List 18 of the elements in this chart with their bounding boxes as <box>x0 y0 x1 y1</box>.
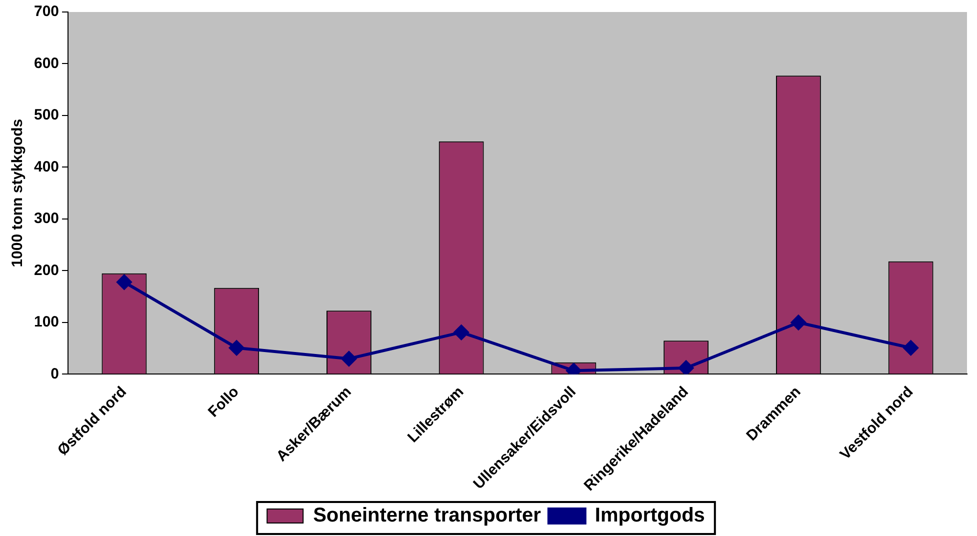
point <box>341 351 356 366</box>
y-tick-label: 200 <box>34 262 60 279</box>
point <box>116 274 132 290</box>
y-tick-label: 400 <box>34 158 60 176</box>
y-tick-label: 100 <box>34 314 60 331</box>
y-tick-label: 600 <box>34 54 60 72</box>
point <box>678 360 694 374</box>
y-tick-label: 0 <box>50 365 60 382</box>
point <box>454 324 469 340</box>
point <box>790 315 806 330</box>
y-axis-title: 1000 tonn stykkgods <box>9 118 26 268</box>
point <box>229 340 244 356</box>
legend-label: Importgods <box>594 504 705 527</box>
point <box>903 340 918 356</box>
y-tick-label: 500 <box>34 106 60 124</box>
y-tick-label: 300 <box>34 210 60 228</box>
y-tick-label: 700 <box>34 3 60 20</box>
legend-label: Soneinterne transporter <box>313 504 542 527</box>
